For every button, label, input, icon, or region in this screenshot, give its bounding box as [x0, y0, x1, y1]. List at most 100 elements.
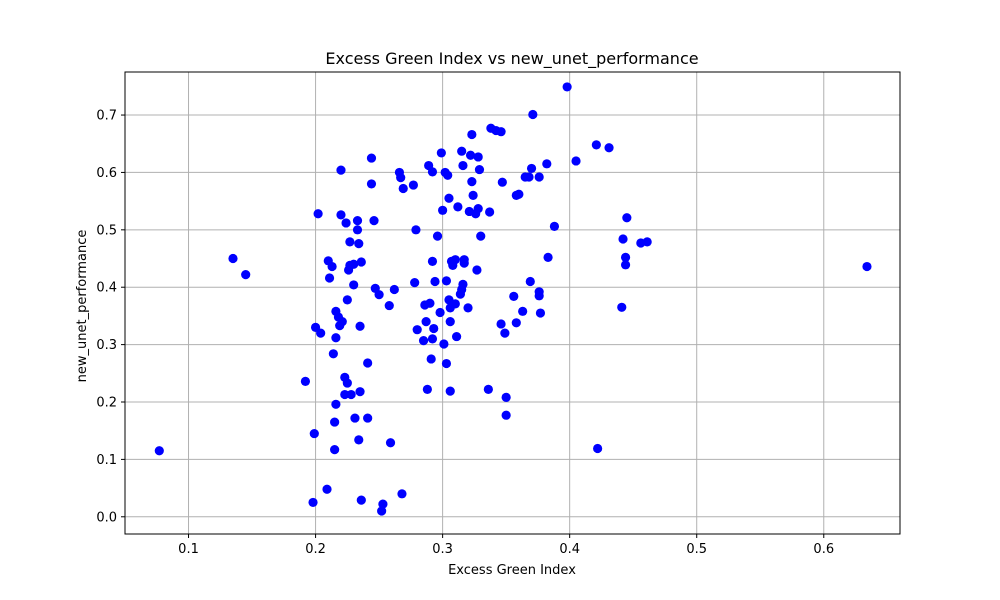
scatter-point — [412, 325, 422, 335]
scatter-point — [427, 256, 438, 266]
x-axis-ticks: 0.1 0.2 0.3 0.4 0.5 0.6 — [178, 534, 834, 557]
scatter-point — [377, 506, 387, 516]
scatter-point — [468, 190, 478, 200]
y-tick-label: 0.6 — [96, 166, 117, 181]
x-tick-label: 0.6 — [813, 542, 834, 557]
scatter-point — [421, 317, 431, 327]
scatter-point — [411, 225, 421, 235]
scatter-point — [525, 276, 535, 287]
scatter-point — [330, 445, 340, 455]
scatter-point — [457, 146, 467, 156]
y-tick-label: 0.2 — [96, 396, 117, 411]
scatter-point — [331, 399, 341, 409]
scatter-point — [617, 302, 627, 312]
scatter-point — [241, 269, 251, 280]
scatter-point — [309, 428, 319, 439]
scatter-point — [426, 354, 436, 364]
y-tick-label: 0.1 — [96, 453, 117, 468]
grid-lines — [125, 72, 900, 534]
scatter-point — [355, 321, 365, 331]
scatter-point — [535, 308, 546, 318]
scatter-point — [396, 173, 406, 183]
scatter-point — [429, 323, 439, 334]
scatter-point — [366, 179, 377, 189]
scatter-point — [509, 291, 519, 301]
scatter-point — [352, 216, 363, 226]
scatter-point — [473, 203, 483, 214]
scatter-point — [397, 489, 407, 499]
scatter-point — [467, 177, 477, 187]
scatter-point — [444, 193, 454, 203]
scatter-point — [425, 298, 435, 308]
scatter-point — [445, 317, 455, 327]
scatter-point — [430, 276, 440, 287]
scatter-point — [328, 349, 338, 359]
scatter-point — [352, 225, 363, 235]
scatter-point — [341, 218, 351, 228]
scatter-point — [453, 202, 463, 212]
scatter-point — [526, 163, 537, 174]
scatter-point — [501, 392, 511, 403]
scatter-point — [458, 160, 468, 171]
scatter-point — [443, 170, 453, 180]
scatter-point — [349, 259, 359, 269]
scatter-point — [618, 234, 628, 244]
scatter-point — [342, 378, 352, 388]
scatter-point — [346, 389, 356, 400]
scatter-point — [356, 495, 366, 505]
data-points — [154, 82, 872, 516]
y-tick-label: 0.0 — [96, 510, 117, 525]
scatter-point — [571, 156, 581, 166]
scatter-point — [355, 387, 365, 397]
scatter-point — [228, 253, 238, 264]
scatter-point — [432, 231, 443, 241]
scatter-point — [316, 328, 326, 338]
scatter-point — [465, 150, 476, 160]
scatter-point — [363, 413, 373, 423]
scatter-point — [330, 417, 340, 427]
y-tick-label: 0.5 — [96, 223, 117, 238]
scatter-point — [542, 159, 552, 169]
scatter-point — [450, 299, 460, 309]
x-axis-label: Excess Green Index — [448, 563, 576, 578]
scatter-point — [427, 167, 438, 177]
scatter-point — [436, 148, 446, 158]
scatter-point — [604, 143, 614, 153]
scatter-point — [427, 334, 438, 344]
x-tick-label: 0.1 — [178, 542, 199, 557]
scatter-point — [369, 216, 379, 226]
scatter-point — [642, 237, 652, 247]
x-tick-label: 0.2 — [305, 542, 326, 557]
scatter-point — [497, 177, 507, 187]
scatter-point — [528, 109, 538, 120]
y-axis-label: new_unet_performance — [75, 230, 90, 383]
scatter-point — [389, 284, 399, 295]
scatter-point — [356, 257, 366, 267]
scatter-point — [441, 358, 452, 369]
scatter-point — [154, 446, 164, 456]
x-tick-label: 0.4 — [559, 542, 580, 557]
scatter-point — [458, 279, 468, 289]
scatter-point — [474, 164, 485, 175]
scatter-point — [337, 317, 347, 327]
chart-title: Excess Green Index vs new_unet_performan… — [325, 49, 698, 69]
scatter-point — [322, 484, 332, 494]
scatter-point — [485, 207, 495, 217]
scatter-point — [384, 300, 394, 311]
scatter-point — [374, 290, 384, 300]
scatter-point — [549, 221, 560, 231]
scatter-point — [354, 435, 364, 445]
scatter-point — [354, 239, 364, 249]
scatter-point — [518, 306, 528, 316]
scatter-point — [418, 335, 429, 346]
scatter-point — [496, 127, 506, 137]
x-tick-label: 0.3 — [432, 542, 453, 557]
scatter-point — [534, 172, 544, 182]
scatter-point — [385, 438, 396, 448]
scatter-point — [300, 376, 311, 386]
scatter-point — [473, 152, 483, 162]
scatter-point — [422, 384, 432, 394]
scatter-point — [336, 165, 346, 175]
scatter-point — [524, 172, 534, 182]
scatter-point — [543, 252, 553, 262]
